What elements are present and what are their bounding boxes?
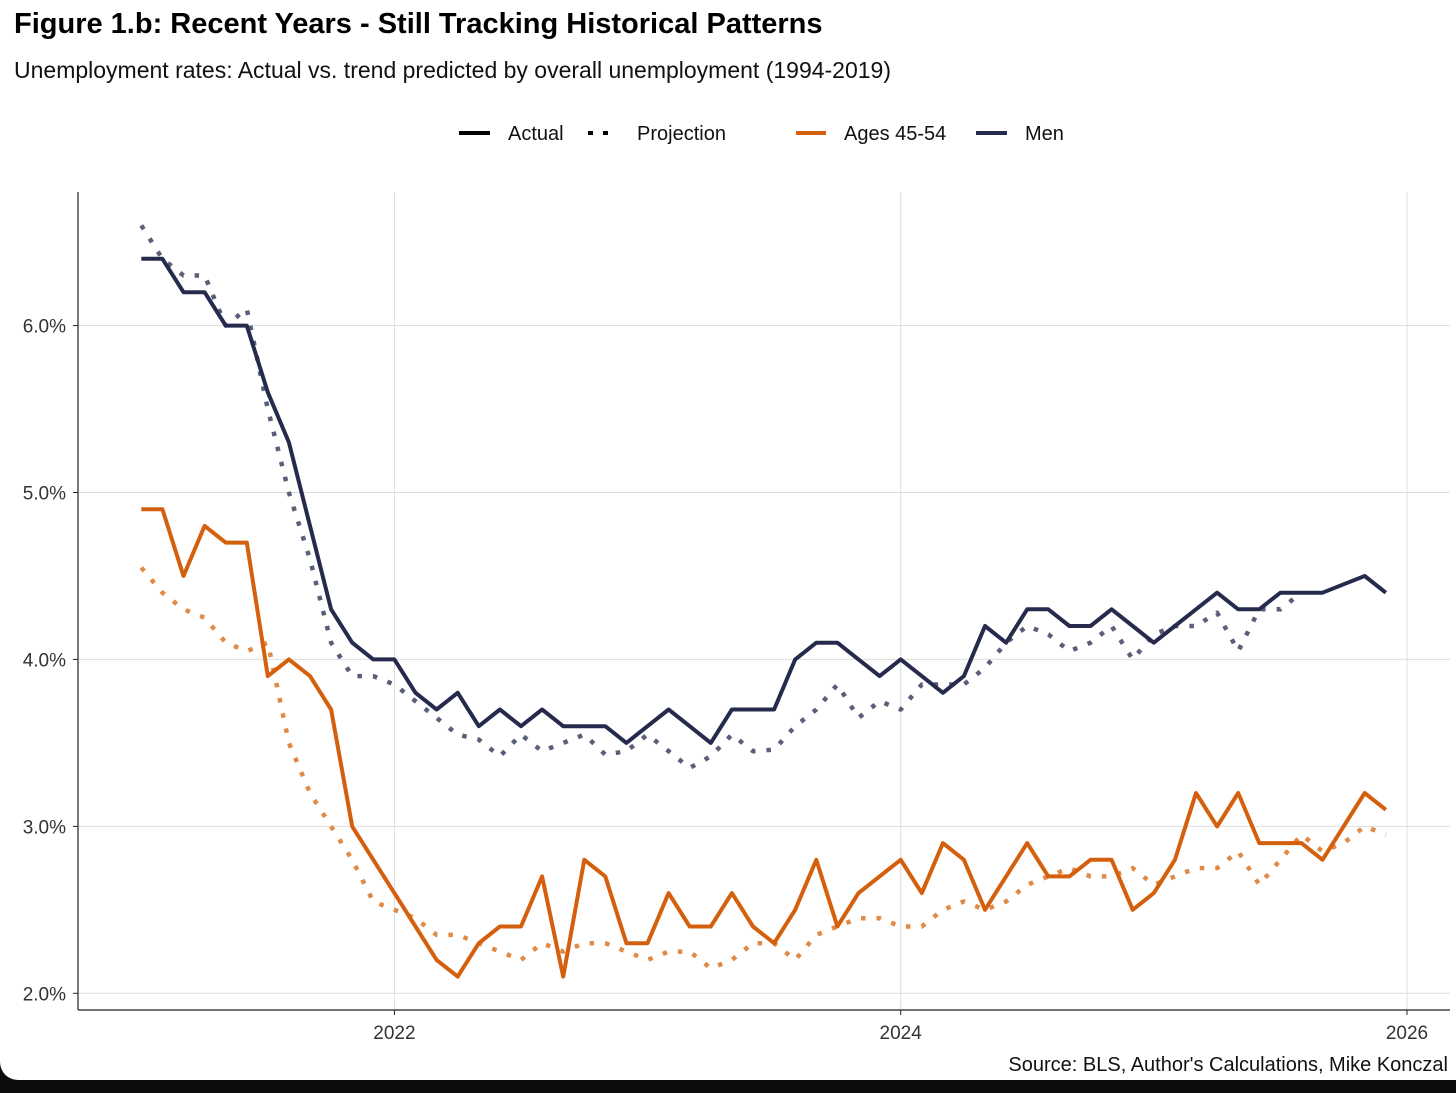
- x-tick-label: 2024: [880, 1023, 923, 1044]
- legend-ages-label: Ages 45-54: [844, 123, 946, 145]
- legend-men-label: Men: [1025, 123, 1064, 145]
- x-tick-label: 2022: [373, 1023, 415, 1044]
- chart-subtitle: Unemployment rates: Actual vs. trend pre…: [14, 57, 892, 83]
- chart-title: Figure 1.b: Recent Years - Still Trackin…: [14, 8, 823, 40]
- series-line-ages-45-54-projection: [139, 566, 1387, 971]
- series-line-ages-45-54-actual: [141, 507, 1388, 979]
- source-note: Source: BLS, Author's Calculations, Mike…: [1008, 1054, 1448, 1076]
- chart-legend: Actual Projection Ages 45-54 Men: [459, 123, 1064, 145]
- y-tick-label: 4.0%: [23, 650, 66, 671]
- series-line-men-actual: [141, 256, 1388, 745]
- axes: [77, 192, 1450, 1011]
- y-tick-label: 6.0%: [23, 317, 66, 338]
- legend-actual-label: Actual: [508, 123, 564, 145]
- series-lines: [139, 224, 1388, 979]
- y-tick-label: 2.0%: [23, 984, 66, 1005]
- tick-labels: 2.0% 3.0% 4.0% 5.0% 6.0% 2022 2024 2026: [23, 317, 1428, 1044]
- grid-lines: [78, 192, 1450, 1010]
- y-tick-label: 3.0%: [23, 817, 66, 838]
- y-tick-label: 5.0%: [23, 483, 66, 504]
- x-tick-label: 2026: [1386, 1023, 1428, 1044]
- legend-projection-label: Projection: [637, 123, 726, 145]
